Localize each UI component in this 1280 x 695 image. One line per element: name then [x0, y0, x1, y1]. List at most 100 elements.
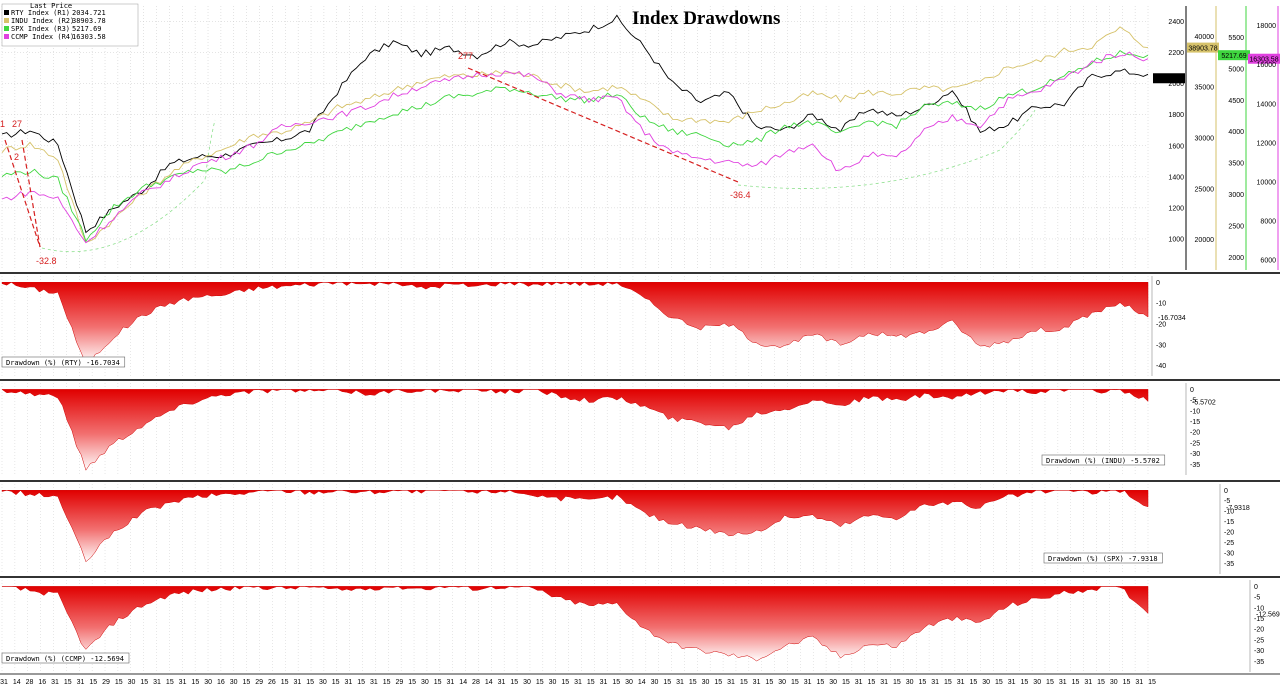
x-tick-label: 15 — [816, 679, 824, 686]
legend-swatch — [4, 26, 9, 31]
grid — [0, 6, 1280, 675]
x-tick-label: 31 — [574, 679, 582, 686]
drawdown-last-value: -16.7034 — [1158, 315, 1186, 322]
drawdown-tick-label: 0 — [1190, 387, 1194, 394]
x-tick-label: 15 — [357, 679, 365, 686]
x-tick-label: 30 — [230, 679, 238, 686]
drawdown-tick-label: -25 — [1190, 440, 1200, 447]
drawdown-tick-label: 0 — [1224, 488, 1228, 495]
x-tick-label: 30 — [982, 679, 990, 686]
last-price-tag-label: 5217.69 — [1221, 53, 1246, 60]
drawdown-label-box — [1043, 552, 1163, 564]
legend-label: RTY Index (R1) — [11, 9, 70, 17]
axis-tick-label: 2000 — [1168, 81, 1184, 88]
x-tick-label: 14 — [13, 679, 21, 686]
x-tick-label: 15 — [306, 679, 314, 686]
x-tick-label: 30 — [651, 679, 659, 686]
chart-title: Index Drawdowns — [632, 8, 780, 29]
last-price-tag-R2 — [1187, 42, 1219, 53]
drawdown-tick-label: -30 — [1254, 648, 1264, 655]
x-tick-label: 26 — [268, 679, 276, 686]
x-tick-label: 15 — [408, 679, 416, 686]
drawdown-panels — [1, 276, 1251, 672]
drawdown-tick-label: -5 — [1254, 595, 1260, 602]
x-tick-label: 31 — [1135, 679, 1143, 686]
drawdown-tick-label: -35 — [1224, 561, 1234, 568]
x-tick-label: 15 — [689, 679, 697, 686]
x-tick-label: 31 — [753, 679, 761, 686]
drawdown-tick-label: -30 — [1224, 551, 1234, 558]
legend-header: Last Price — [30, 2, 72, 10]
x-tick-label: 15 — [893, 679, 901, 686]
axis-tick-label: 5500 — [1228, 35, 1244, 42]
axis-tick-label: 2200 — [1168, 50, 1184, 57]
projection-arc — [41, 119, 216, 253]
drawdown-label: Drawdown (%) (SPX) -7.9318 — [1048, 555, 1158, 563]
drawdown-annotation: 277 — [458, 51, 473, 61]
drawdown-last-value: -5.5702 — [1192, 399, 1216, 406]
x-tick-label: 30 — [549, 679, 557, 686]
x-tick-label: 31 — [179, 679, 187, 686]
drawdown-tick-label: 0 — [1254, 584, 1258, 591]
x-tick-label: 15 — [970, 679, 978, 686]
axis-tick-label: 40000 — [1195, 34, 1215, 41]
x-tick-label: 31 — [370, 679, 378, 686]
x-tick-label: 15 — [612, 679, 620, 686]
drawdown-tick-label: -5 — [1190, 398, 1196, 405]
drawdown-annotation: 27 — [12, 119, 22, 129]
axis-tick-label: 18000 — [1257, 23, 1277, 30]
drawdown-tick-label: -25 — [1224, 540, 1234, 547]
x-tick-label: 15 — [791, 679, 799, 686]
drawdown-tick-label: -25 — [1254, 637, 1264, 644]
x-tick-label: 31 — [804, 679, 812, 686]
x-tick-label: 15 — [510, 679, 518, 686]
drawdown-last-value: -12.5694 — [1256, 611, 1280, 618]
axis-tick-label: 12000 — [1257, 140, 1277, 147]
axis-tick-label: 20000 — [1195, 237, 1215, 244]
x-tick-label: 28 — [26, 679, 34, 686]
legend-label: SPX Index (R3) — [11, 25, 70, 33]
axis-tick-label: 1200 — [1168, 205, 1184, 212]
x-tick-label: 15 — [995, 679, 1003, 686]
drawdown-last-value: -7.9318 — [1226, 505, 1250, 512]
drawdown-tick-label: -35 — [1190, 462, 1200, 469]
x-tick-label: 15 — [115, 679, 123, 686]
last-price-tag-R3 — [1218, 50, 1250, 61]
legend-label: INDU Index (R2) — [11, 17, 74, 25]
last-price-tag-label: 2034.721 — [1154, 76, 1183, 83]
x-tick-label: 30 — [128, 679, 136, 686]
legend-swatch — [4, 10, 9, 15]
drawdown-label-box — [1041, 454, 1166, 466]
x-tick-label: 31 — [1008, 679, 1016, 686]
x-tick-label: 15 — [919, 679, 927, 686]
drawdown-annotation: 2 — [14, 152, 19, 162]
main-price-panel — [1, 6, 1280, 270]
x-tick-label: 15 — [663, 679, 671, 686]
drawdown-tick-label: -20 — [1190, 430, 1200, 437]
legend-label: CCMP Index (R4) — [11, 33, 74, 41]
legend-box — [1, 3, 139, 47]
drawdown-label: Drawdown (%) (CCMP) -12.5694 — [6, 655, 124, 663]
x-tick-label: 31 — [957, 679, 965, 686]
x-tick-label: 16 — [217, 679, 225, 686]
x-tick-label: 15 — [242, 679, 250, 686]
drawdown-arrow — [467, 67, 739, 183]
x-tick-label: 30 — [1110, 679, 1118, 686]
drawdown-annotation: 1 — [0, 119, 5, 129]
drawdown-tick-label: -20 — [1156, 321, 1166, 328]
axis-tick-label: 4000 — [1228, 129, 1244, 136]
drawdown-tick-label: -30 — [1156, 342, 1166, 349]
axis-tick-label: 8000 — [1260, 219, 1276, 226]
drawdown-tick-label: -10 — [1254, 605, 1264, 612]
x-tick-label: 30 — [523, 679, 531, 686]
x-tick-label: 16 — [38, 679, 46, 686]
axis-tick-label: 3000 — [1228, 192, 1244, 199]
legend-value: 2034.721 — [72, 9, 106, 17]
x-tick-label: 15 — [1021, 679, 1029, 686]
axis-tick-label: 30000 — [1195, 136, 1215, 143]
x-tick-label: 14 — [459, 679, 467, 686]
x-tick-label: 29 — [102, 679, 110, 686]
